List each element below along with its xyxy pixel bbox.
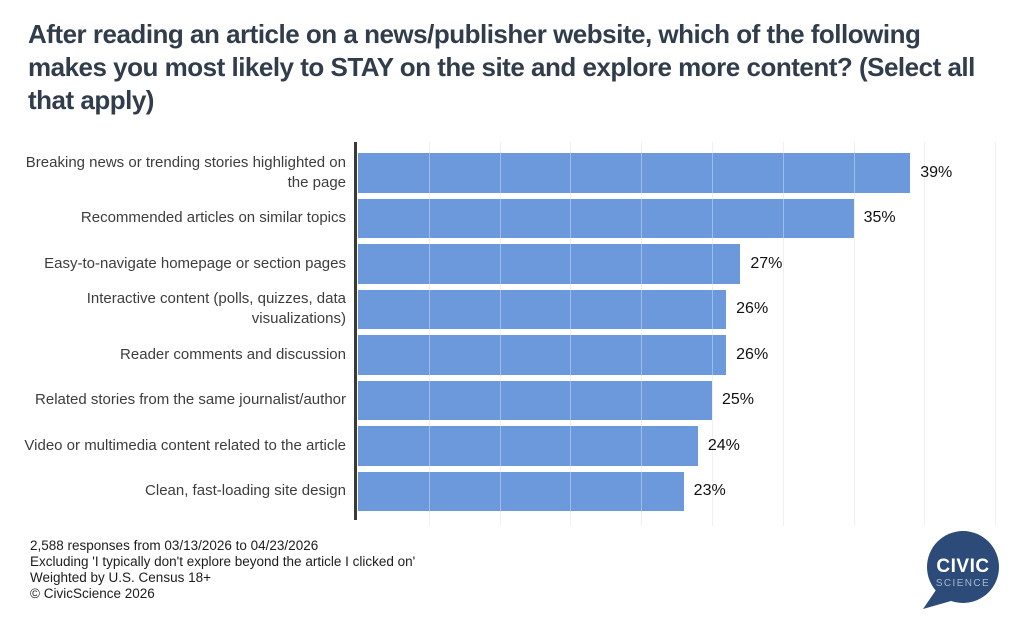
- bar-value: 27%: [750, 254, 783, 272]
- bar: [358, 153, 911, 193]
- bar-value: 24%: [707, 436, 740, 454]
- x-gridline: [924, 142, 926, 526]
- bar: [358, 471, 684, 511]
- logo-text-science: SCIENCE: [936, 578, 990, 589]
- x-gridline: [853, 142, 855, 526]
- category-label: Related stories from the same journalist…: [35, 391, 346, 409]
- x-gridline-overlay: [499, 142, 501, 526]
- chart-title: After reading an article on a news/publi…: [28, 19, 975, 115]
- footer-exclusion: Excluding 'I typically don't explore bey…: [30, 554, 416, 569]
- bar-value: 23%: [693, 482, 726, 500]
- footer-copyright: © CivicScience 2026: [30, 586, 155, 601]
- x-gridline-overlay: [995, 142, 997, 526]
- x-gridline-overlay: [924, 142, 926, 526]
- x-gridline-overlay: [782, 142, 784, 526]
- bar: [358, 244, 741, 284]
- x-gridline-overlay: [712, 142, 713, 526]
- category-label: Clean, fast-loading site design: [145, 482, 346, 500]
- bar-value: 35%: [863, 209, 896, 227]
- x-gridline: [782, 142, 784, 526]
- x-gridline-overlay: [853, 142, 855, 526]
- x-gridline: [995, 142, 997, 526]
- x-gridline: [428, 142, 430, 526]
- x-gridline-overlay: [570, 142, 572, 526]
- civicscience-logo: CIVIC SCIENCE: [918, 528, 1002, 614]
- category-label: Video or multimedia content related to t…: [24, 436, 346, 454]
- logo-text-civic: CIVIC: [936, 556, 989, 577]
- x-gridline: [499, 142, 501, 526]
- y-axis-line: [354, 142, 357, 520]
- category-label: Recommended articles on similar topics: [80, 209, 346, 227]
- bar: [358, 426, 698, 466]
- footer-notes: 2,588 responses from 03/13/2026 to 04/23…: [30, 538, 415, 602]
- category-label: Reader comments and discussion: [120, 345, 346, 363]
- bar-value: 26%: [736, 300, 769, 318]
- bar-value: 39%: [920, 163, 953, 181]
- bar: [358, 380, 712, 420]
- x-gridline: [570, 142, 572, 526]
- footer-weighting: Weighted by U.S. Census 18+: [30, 570, 211, 585]
- bar: [358, 198, 854, 238]
- x-gridline: [641, 142, 643, 526]
- bar: [358, 289, 727, 329]
- bar: [358, 335, 727, 375]
- x-gridline-overlay: [428, 142, 430, 526]
- x-gridline: [712, 142, 713, 526]
- category-label: Breaking news or trending stories highli…: [25, 153, 346, 191]
- category-label: Interactive content (polls, quizzes, dat…: [86, 290, 346, 328]
- bar-value: 25%: [722, 391, 755, 409]
- speech-bubble-icon: CIVIC SCIENCE: [923, 531, 999, 609]
- category-label: Easy-to-navigate homepage or section pag…: [44, 254, 346, 272]
- bar-value: 26%: [736, 345, 769, 363]
- footer-responses: 2,588 responses from 03/13/2026 to 04/23…: [30, 538, 319, 553]
- x-gridline-overlay: [641, 142, 643, 526]
